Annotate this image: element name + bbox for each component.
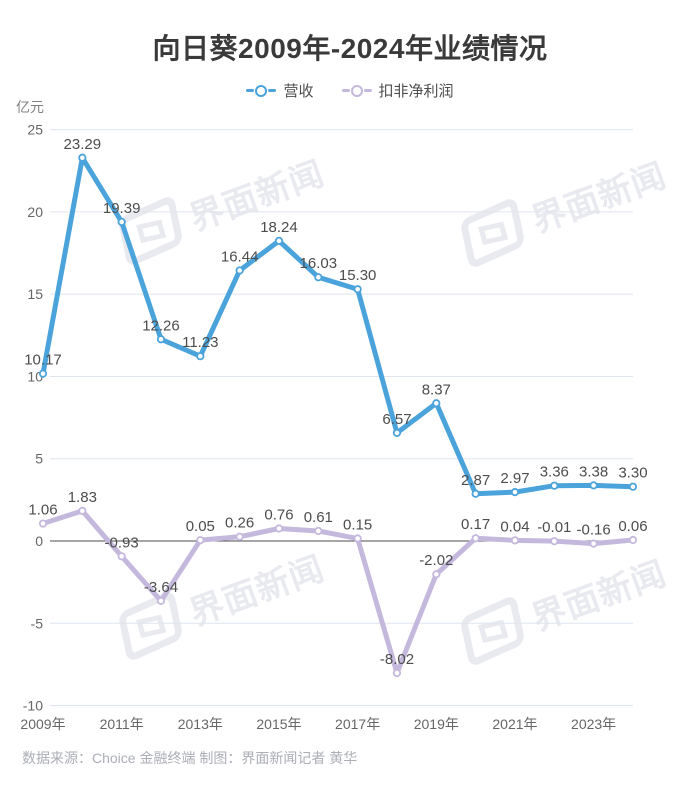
revenue-data-point-label: 2.97 bbox=[500, 470, 529, 487]
net-profit-data-point-marker bbox=[628, 535, 638, 545]
x-tick-label: 2019年 bbox=[414, 716, 459, 732]
revenue-data-point-label: 6.57 bbox=[382, 411, 411, 428]
revenue-data-point-marker bbox=[274, 236, 284, 245]
net-profit-data-point-label: -8.02 bbox=[380, 651, 414, 668]
legend-item-net-profit[interactable]: 扣非净利润 bbox=[341, 80, 454, 101]
net-profit-data-point-marker bbox=[235, 532, 244, 541]
revenue-data-point-marker bbox=[196, 352, 205, 361]
revenue-data-point-label: 2.87 bbox=[461, 472, 490, 489]
page-title: 向日葵2009年-2024年业绩情况 bbox=[152, 33, 548, 64]
net-profit-legend-marker-icon bbox=[341, 84, 372, 97]
revenue-data-point-marker bbox=[392, 428, 402, 437]
chart-legend: 营收 扣非净利润 bbox=[0, 80, 700, 101]
revenue-data-point-label: 8.37 bbox=[422, 381, 451, 398]
net-profit-data-point-marker bbox=[78, 506, 87, 515]
net-profit-data-point-label: 0.05 bbox=[186, 518, 215, 535]
revenue-data-point-marker bbox=[38, 369, 48, 378]
revenue-data-point-marker bbox=[471, 489, 480, 498]
net-profit-data-point-marker bbox=[117, 552, 126, 561]
revenue-data-point-label: 3.30 bbox=[618, 465, 647, 482]
revenue-data-point-label: 11.23 bbox=[182, 334, 218, 351]
y-tick-label: 0 bbox=[35, 533, 43, 549]
revenue-data-point-label: 18.24 bbox=[260, 219, 298, 236]
y-tick-label: 25 bbox=[27, 122, 43, 138]
revenue-data-point-label: 15.30 bbox=[339, 267, 377, 284]
legend-label: 营收 bbox=[283, 83, 314, 100]
revenue-data-point-marker bbox=[589, 481, 598, 490]
x-tick-label: 2013年 bbox=[178, 716, 223, 732]
net-profit-data-point-label: 0.15 bbox=[343, 517, 372, 534]
y-tick-label: 15 bbox=[27, 286, 43, 302]
net-profit-data-point-marker bbox=[38, 519, 48, 528]
net-profit-data-point-label: -0.01 bbox=[537, 519, 571, 536]
revenue-line bbox=[40, 155, 636, 497]
legend-label: 扣非净利润 bbox=[378, 83, 454, 100]
revenue-data-point-marker bbox=[314, 273, 323, 282]
x-tick-label: 2015年 bbox=[256, 716, 301, 732]
revenue-data-point-marker bbox=[156, 335, 166, 344]
net-profit-data-point-label: 0.06 bbox=[618, 518, 647, 535]
revenue-data-point-marker bbox=[353, 285, 362, 294]
net-profit-line bbox=[40, 508, 636, 676]
y-tick-label: 20 bbox=[27, 204, 43, 220]
revenue-data-point-marker bbox=[432, 399, 441, 408]
net-profit-data-point-marker bbox=[156, 596, 166, 605]
revenue-data-point-label: 19.39 bbox=[103, 200, 141, 217]
net-profit-data-point-marker bbox=[432, 570, 441, 579]
y-tick-label: -5 bbox=[31, 615, 44, 631]
data-source-note: 数据来源：Choice 金融终端 制图：界面新闻记者 黄华 bbox=[22, 750, 358, 766]
y-tick-label: -10 bbox=[23, 698, 43, 714]
net-profit-data-point-label: 1.83 bbox=[68, 489, 97, 506]
legend-item-revenue[interactable]: 营收 bbox=[246, 80, 314, 101]
x-tick-label: 2017年 bbox=[335, 716, 380, 732]
net-profit-data-point-label: 0.61 bbox=[304, 509, 333, 526]
x-tick-label: 2023年 bbox=[571, 716, 616, 732]
net-profit-data-point-marker bbox=[353, 534, 362, 543]
net-profit-data-point-label: 0.17 bbox=[461, 516, 490, 533]
revenue-data-point-label: 3.36 bbox=[540, 464, 569, 481]
revenue-data-point-marker bbox=[550, 481, 559, 490]
x-tick-label: 2021年 bbox=[492, 716, 537, 732]
revenue-legend-marker-icon bbox=[246, 84, 277, 97]
net-profit-data-point-marker bbox=[510, 536, 520, 545]
net-profit-data-point-marker bbox=[274, 524, 284, 533]
net-profit-data-point-marker bbox=[589, 539, 598, 548]
revenue-data-point-marker bbox=[117, 217, 126, 227]
net-profit-data-point-label: 0.76 bbox=[264, 506, 293, 523]
revenue-data-point-marker bbox=[510, 488, 520, 497]
revenue-data-point-marker bbox=[235, 266, 244, 275]
x-tick-label: 2009年 bbox=[20, 716, 65, 732]
net-profit-data-point-label: -0.16 bbox=[577, 522, 611, 539]
net-profit-data-point-marker bbox=[392, 668, 402, 678]
net-profit-data-point-label: 0.04 bbox=[500, 518, 529, 535]
y-axis-unit-label: 亿元 bbox=[16, 99, 44, 115]
revenue-data-point-marker bbox=[628, 482, 638, 491]
revenue-data-point-label: 16.03 bbox=[300, 255, 338, 272]
net-profit-data-point-label: -2.02 bbox=[419, 552, 453, 569]
revenue-data-point-label: 3.38 bbox=[579, 463, 608, 480]
revenue-data-point-label: 10.17 bbox=[24, 352, 62, 369]
net-profit-data-point-label: -0.93 bbox=[105, 534, 139, 551]
net-profit-data-point-label: 0.26 bbox=[225, 515, 254, 532]
net-profit-data-point-marker bbox=[196, 536, 205, 545]
net-profit-data-point-label: 1.06 bbox=[28, 502, 57, 519]
y-tick-label: 5 bbox=[35, 451, 43, 467]
net-profit-data-point-label: -3.64 bbox=[144, 579, 178, 596]
net-profit-data-point-marker bbox=[314, 526, 323, 536]
net-profit-data-point-marker bbox=[550, 537, 559, 546]
revenue-data-point-label: 12.26 bbox=[142, 317, 180, 334]
x-tick-label: 2011年 bbox=[100, 716, 144, 732]
revenue-data-point-label: 23.29 bbox=[64, 136, 102, 153]
net-profit-data-point-marker bbox=[471, 534, 480, 543]
revenue-data-point-marker bbox=[78, 153, 87, 162]
revenue-data-point-label: 16.44 bbox=[221, 248, 259, 265]
